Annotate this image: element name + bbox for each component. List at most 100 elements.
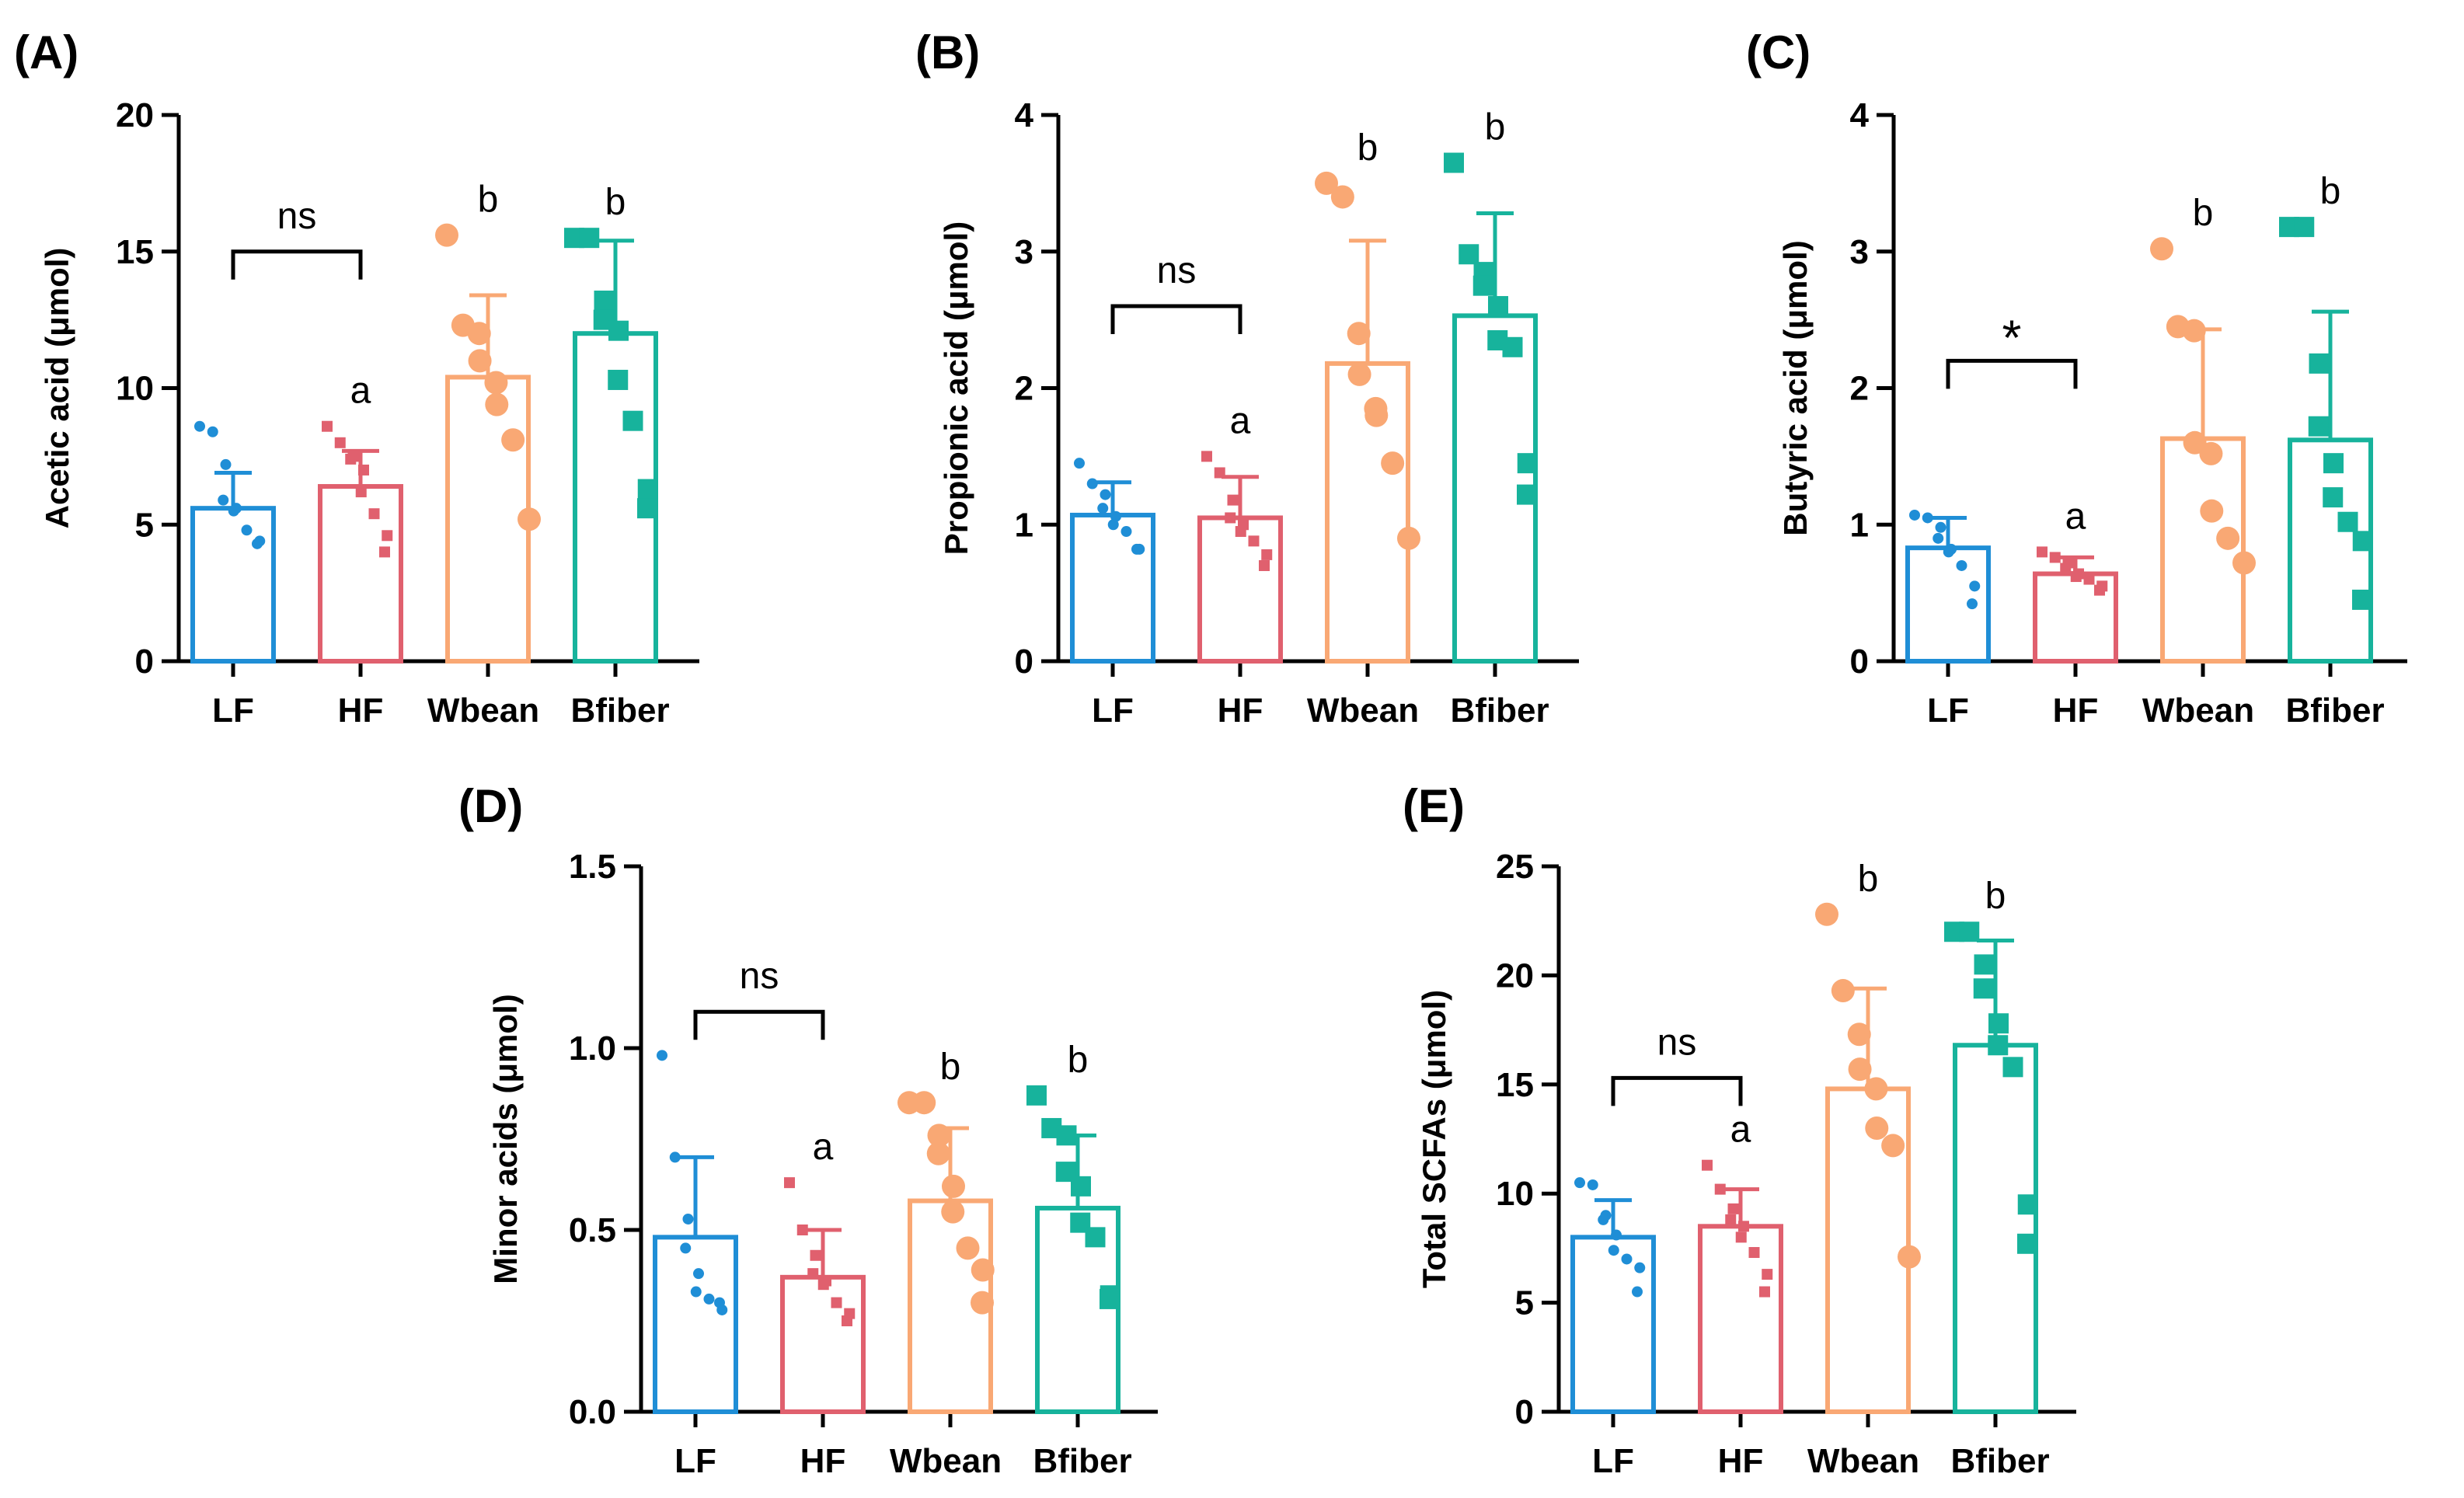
y-tick-label: 0 [135, 643, 154, 681]
data-point [518, 507, 541, 531]
data-point [1315, 171, 1338, 195]
data-point [796, 1225, 808, 1235]
panel-0: (A) 0 5 10 15 20 Acetic acid (μmol) LF HF Wbean Bf… [14, 26, 699, 730]
y-tick-label: 1.0 [569, 1029, 616, 1068]
group-letter: b [2193, 193, 2214, 234]
data-point [1865, 1116, 1889, 1140]
significance-label: ns [277, 196, 317, 237]
data-point [1214, 467, 1225, 479]
y-axis-title: Minor acids (μmol) [487, 994, 524, 1284]
data-point [467, 322, 491, 346]
group-letter: b [940, 1047, 961, 1088]
panel-label: (E) [1403, 780, 1465, 832]
data-point [1943, 546, 1954, 558]
data-point [1848, 1057, 1872, 1082]
category-label: LF [674, 1442, 716, 1480]
data-point [1100, 1288, 1120, 1309]
group-letter: a [813, 1127, 834, 1168]
data-point [690, 1286, 702, 1298]
panel-label: (D) [458, 780, 523, 832]
data-point [942, 1174, 965, 1198]
data-point [637, 498, 657, 519]
data-point [1248, 535, 1260, 547]
data-point [2070, 571, 2082, 583]
data-point [334, 437, 346, 448]
data-point [194, 420, 205, 432]
data-point [1727, 1203, 1739, 1214]
data-point [680, 1242, 692, 1254]
data-point [693, 1268, 704, 1280]
bar [780, 1274, 866, 1414]
data-point [1634, 1262, 1646, 1273]
data-point [1864, 1077, 1888, 1101]
data-point [1444, 152, 1464, 173]
significance-bracket [1946, 358, 2078, 389]
data-point [579, 228, 600, 249]
data-point [1702, 1159, 1713, 1171]
y-tick-label: 10 [1496, 1175, 1534, 1213]
group-letter: b [1485, 107, 1506, 148]
data-point [1107, 519, 1119, 531]
y-tick-label: 1.5 [569, 848, 616, 886]
data-point [1381, 451, 1405, 476]
significance-label: ns [1657, 1022, 1697, 1063]
data-point [1056, 1125, 1077, 1146]
y-tick-label: 0 [1015, 643, 1033, 681]
y-axis-title: Butyric acid (μmol) [1777, 240, 1814, 535]
data-point [1225, 512, 1236, 524]
data-point [1488, 296, 1508, 317]
data-point [355, 486, 367, 498]
data-point [1574, 1177, 1585, 1189]
data-point [622, 410, 643, 431]
data-point [1748, 1247, 1760, 1259]
data-point [2083, 573, 2095, 585]
y-tick-label: 1 [1850, 506, 1869, 544]
data-point [2002, 1057, 2023, 1078]
data-point [971, 1258, 995, 1282]
category-label: Bfiber [1950, 1442, 2049, 1480]
data-point [2200, 499, 2224, 523]
y-tick-label: 0.0 [569, 1393, 616, 1431]
y-tick-label: 0 [1515, 1393, 1534, 1431]
data-point [1517, 484, 1537, 505]
data-point [817, 1279, 829, 1291]
bar [1070, 512, 1155, 664]
group-letter: b [1858, 859, 1879, 900]
data-point [1364, 403, 1389, 427]
group-letter: b [1357, 127, 1378, 169]
data-point [382, 530, 393, 542]
data-point [1847, 1022, 1871, 1047]
data-point [228, 505, 239, 517]
data-point [1735, 1231, 1747, 1243]
data-point [2308, 416, 2329, 437]
group-letter: b [1985, 876, 2006, 917]
data-point [1956, 559, 1967, 571]
data-point [252, 538, 263, 549]
category-label: LF [1092, 692, 1134, 730]
data-point [220, 458, 232, 470]
data-point [1714, 1183, 1726, 1195]
bar [2160, 436, 2246, 664]
panel-1: (B) 0 1 2 3 4 Propionic acid (μmol) LF HF Wbean Bf… [915, 26, 1579, 730]
category-label: Wbean [427, 692, 539, 730]
data-point [1608, 1245, 1619, 1256]
data-point [1259, 559, 1270, 571]
data-point [2017, 1233, 2037, 1254]
bar [190, 506, 276, 664]
panel-3: (D) 0.0 0.5 1.0 1.5 Minor acids (μmol) LF HF Wbe… [458, 780, 1158, 1480]
data-point [1759, 1286, 1770, 1298]
data-point [1935, 521, 1946, 533]
bar [318, 484, 403, 664]
panel-label: (B) [915, 26, 980, 78]
data-point [1131, 543, 1142, 555]
significance-bracket [1110, 304, 1242, 335]
y-tick-label: 1 [1015, 506, 1033, 544]
data-point [2352, 589, 2372, 610]
group-letter: b [478, 179, 499, 221]
data-point [594, 291, 615, 312]
category-label: HF [1218, 692, 1263, 730]
data-point [1621, 1253, 1633, 1265]
data-point [1922, 512, 1933, 524]
data-point [1959, 921, 1980, 942]
data-point [1085, 1227, 1106, 1248]
